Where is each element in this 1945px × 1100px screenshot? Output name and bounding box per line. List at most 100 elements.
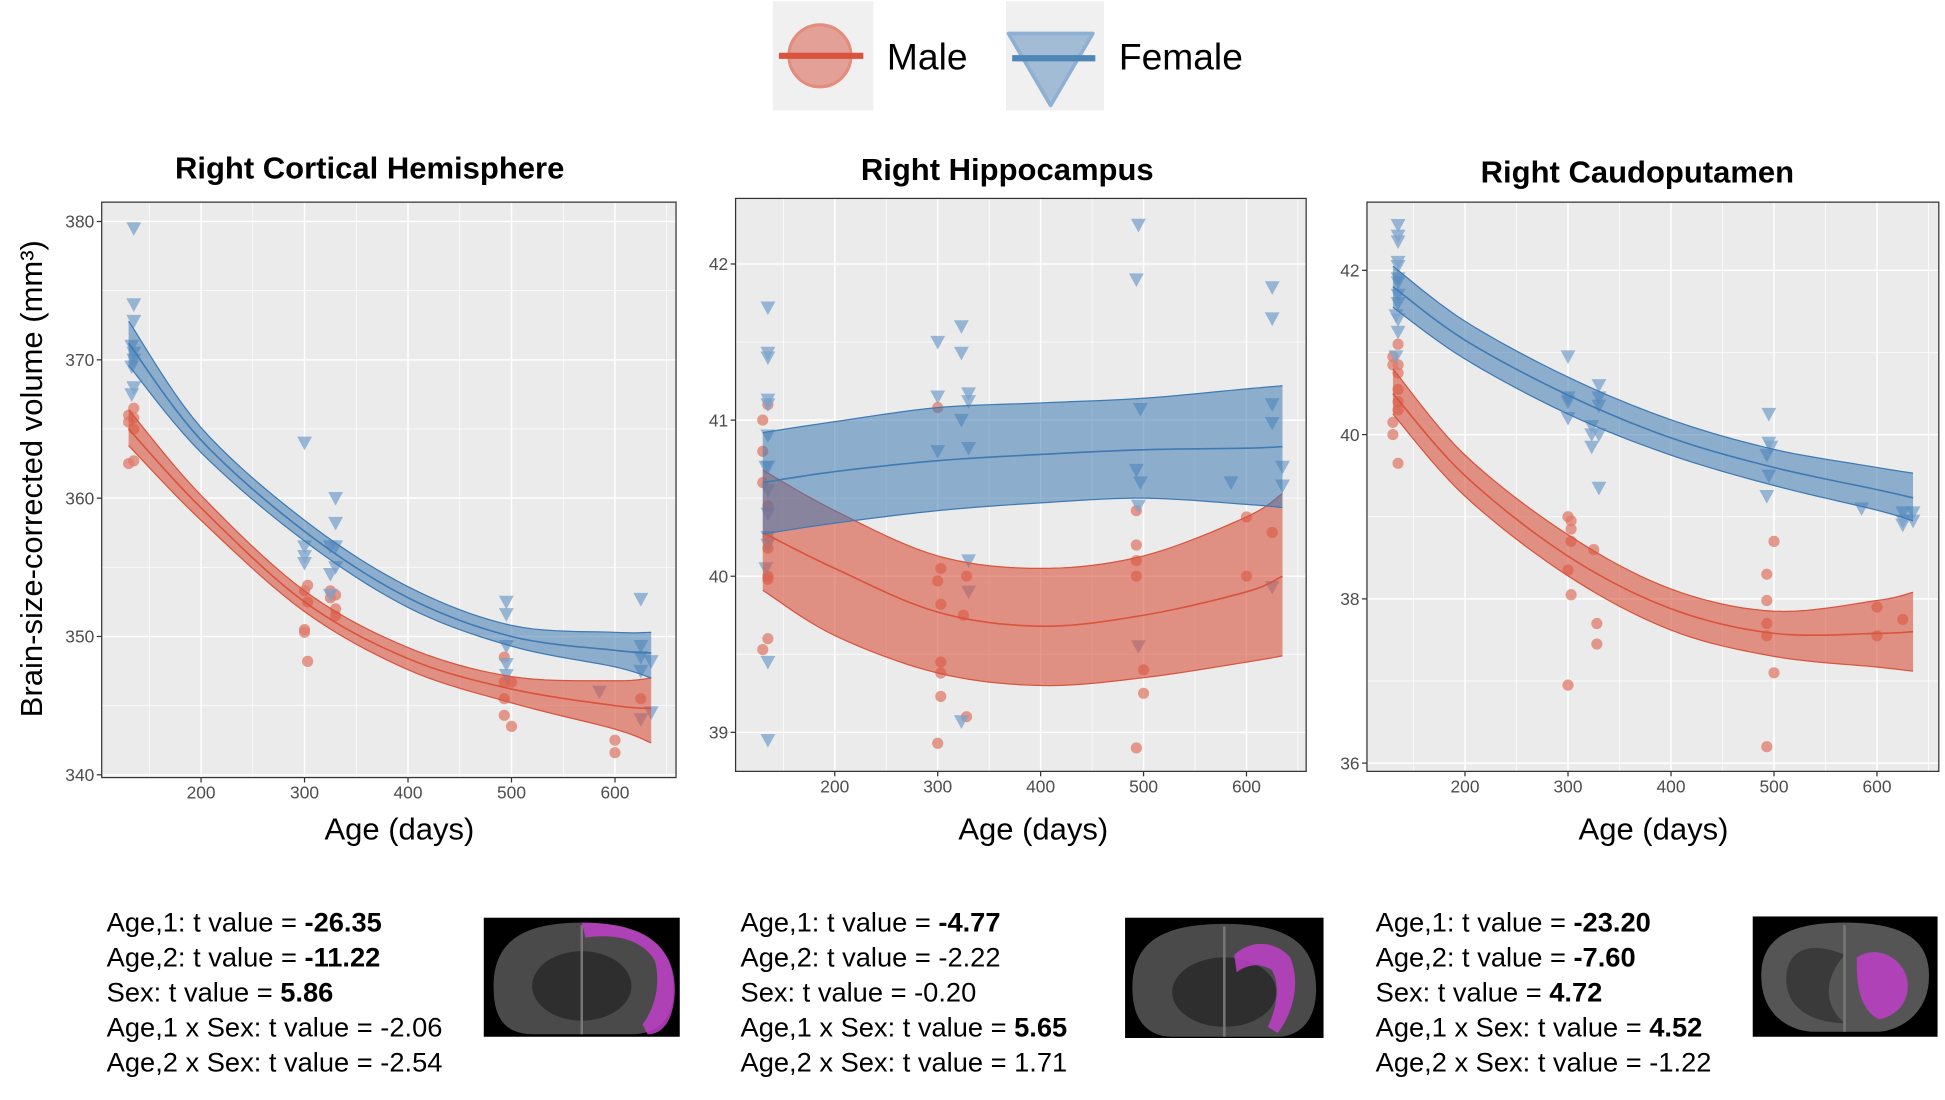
female-band-edge: [1392, 306, 1914, 522]
male-data-point: [1761, 568, 1773, 580]
stat-value: -7.60: [1573, 941, 1635, 972]
female-data-point: [498, 657, 514, 672]
female-data-point: [126, 222, 142, 236]
stat-value: 5.65: [1014, 1012, 1067, 1043]
female-data-point: [328, 516, 344, 531]
stat-label: Age,2: t value =: [107, 941, 305, 972]
male-data-point: [298, 626, 311, 638]
stat-value: -2.22: [938, 941, 1000, 972]
female-data-point: [633, 592, 649, 607]
stat-value: -23.20: [1573, 906, 1650, 937]
y-tick-label: 41: [709, 410, 728, 430]
region-highlight: [1234, 943, 1296, 1034]
y-tick-label: 350: [65, 627, 94, 647]
male-data-point: [1137, 687, 1150, 699]
x-tick-label: 500: [497, 783, 526, 803]
male-data-point: [757, 414, 769, 426]
panel-title: Right Cortical Hemisphere: [175, 151, 564, 186]
stat-value: 4.72: [1549, 977, 1602, 1008]
male-data-point: [932, 737, 944, 749]
female-data-point: [1128, 273, 1144, 288]
male-data-point: [128, 402, 140, 414]
x-tick-label: 600: [1232, 776, 1261, 796]
y-tick-label: 360: [65, 488, 94, 508]
female-band-edge: [1392, 265, 1914, 474]
male-data-point: [1768, 667, 1780, 679]
stat-label: Sex: t value =: [1376, 977, 1550, 1008]
male-fit-line: [128, 428, 652, 710]
legend-label-male: Male: [887, 35, 968, 77]
female-data-point: [1264, 281, 1280, 295]
female-data-point: [961, 387, 977, 402]
stat-line: Age,2 x Sex: t value = 1.71: [741, 1047, 1068, 1078]
stat-line: Age,2 x Sex: t value = -2.54: [107, 1047, 443, 1078]
stat-label: Age,2 x Sex: t value =: [1376, 1047, 1650, 1078]
male-band-edge: [1392, 368, 1914, 613]
female-data-point: [498, 608, 514, 622]
male-band-edge: [128, 445, 652, 744]
female-data-point: [1761, 407, 1777, 422]
male-confidence-band: [1392, 368, 1914, 672]
stat-label: Age,1 x Sex: t value =: [107, 1012, 381, 1043]
legend-label-female: Female: [1119, 35, 1243, 77]
panel-caudoputamen: Right Caudoputamen 200 300 400 500 600 36 38 40 4…: [1340, 154, 1940, 847]
y-tick-label: 40: [709, 566, 728, 586]
female-data-point: [1759, 489, 1775, 504]
male-data-point: [302, 579, 314, 591]
male-data-point: [1392, 338, 1404, 350]
y-tick-label: 36: [1340, 753, 1359, 773]
x-tick-label: 400: [1026, 776, 1055, 796]
male-data-point: [1565, 515, 1577, 527]
stat-label: Age,1: t value =: [107, 906, 305, 937]
stat-line: Age,2 x Sex: t value = -1.22: [1376, 1047, 1712, 1078]
stat-label: Sex: t value =: [107, 977, 281, 1008]
stat-value: -0.20: [914, 977, 976, 1008]
male-band-edge: [762, 589, 1283, 687]
male-data-point: [1591, 617, 1603, 630]
male-data-point: [1130, 539, 1142, 551]
brain-image-caudoputamen: [1752, 916, 1938, 1037]
plot-border: [1366, 201, 1940, 772]
male-data-point: [757, 644, 769, 656]
stats-cortical-hemisphere: Age,1: t value = -26.35 Age,2: t value = …: [107, 906, 443, 1077]
male-data-point: [1387, 429, 1399, 441]
male-data-point: [1768, 535, 1780, 547]
female-data-point: [297, 550, 312, 564]
female-data-point: [760, 301, 776, 316]
stat-label: Age,2 x Sex: t value =: [107, 1047, 381, 1078]
stat-label: Sex: t value =: [741, 977, 915, 1008]
stats-caudoputamen: Age,1: t value = -23.20 Age,2: t value = …: [1376, 906, 1712, 1077]
male-data-point: [1591, 638, 1603, 650]
female-fit-line: [127, 342, 652, 654]
male-data-point: [1392, 457, 1404, 469]
panel-cortical-hemisphere: Right Cortical Hemisphere 200 300 400 500 600…: [65, 151, 677, 847]
female-data-point: [1130, 499, 1146, 514]
female-band-edge: [762, 385, 1283, 434]
female-data-point: [498, 595, 514, 610]
stat-line: Sex: t value = 5.86: [107, 977, 334, 1008]
male-data-point: [505, 720, 518, 732]
male-data-point: [1761, 741, 1773, 753]
male-data-point: [1130, 742, 1142, 754]
male-band-edge: [1392, 413, 1914, 672]
male-data-point: [498, 709, 510, 721]
female-data-point: [1763, 440, 1779, 455]
y-tick-label: 370: [65, 350, 94, 370]
x-axis-label: Age (days): [1579, 812, 1729, 847]
female-data-point: [760, 351, 776, 366]
female-data-point: [1390, 235, 1406, 250]
stat-label: Age,1 x Sex: t value =: [1376, 1012, 1650, 1043]
female-data-point: [1130, 218, 1146, 233]
male-data-point: [1562, 679, 1574, 691]
stat-line: Sex: t value = -0.20: [741, 977, 977, 1008]
male-data-point: [1761, 594, 1773, 607]
male-data-point: [609, 734, 621, 746]
x-tick-label: 200: [1451, 776, 1480, 796]
stat-value: 4.52: [1649, 1012, 1702, 1043]
x-tick-label: 200: [820, 776, 849, 796]
female-confidence-band: [762, 385, 1283, 535]
stat-value: 5.86: [280, 977, 333, 1008]
region-highlight: [1856, 952, 1908, 1020]
x-tick-label: 200: [187, 783, 216, 803]
male-data-point: [1565, 589, 1577, 601]
